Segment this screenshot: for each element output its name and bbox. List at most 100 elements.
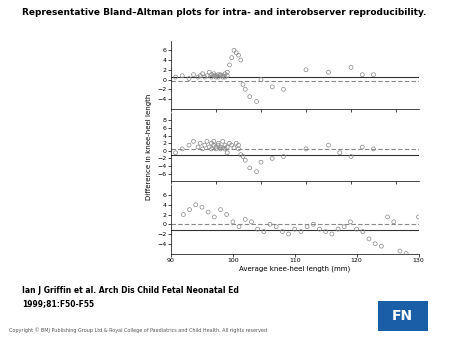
Point: [190, 72, 197, 77]
Point: [322, 229, 329, 234]
Point: [203, 139, 211, 144]
Text: FN: FN: [392, 309, 413, 323]
Point: [208, 146, 215, 152]
Point: [194, 74, 202, 80]
Point: [224, 144, 231, 150]
Point: [217, 146, 224, 152]
Point: [353, 226, 360, 232]
Point: [172, 74, 179, 80]
Point: [212, 74, 220, 80]
Point: [172, 150, 179, 155]
Point: [221, 74, 229, 80]
Point: [257, 77, 265, 82]
Point: [347, 154, 355, 159]
Point: [228, 142, 235, 148]
Point: [253, 169, 260, 174]
Point: [279, 229, 286, 234]
Point: [221, 71, 229, 76]
Point: [226, 62, 233, 68]
Point: [310, 221, 317, 227]
Point: [192, 202, 199, 208]
Point: [233, 50, 240, 55]
Point: [212, 146, 220, 152]
Point: [334, 226, 342, 232]
Point: [347, 65, 355, 70]
Point: [239, 82, 247, 87]
Point: [215, 74, 222, 80]
Point: [212, 73, 220, 78]
Point: [303, 224, 310, 230]
Text: Average knee-heel length (mm): Average knee-heel length (mm): [239, 265, 351, 272]
Point: [291, 226, 298, 232]
Point: [215, 142, 222, 148]
Point: [206, 70, 213, 75]
Point: [208, 141, 215, 146]
Point: [212, 144, 220, 150]
Point: [336, 150, 343, 155]
Point: [365, 236, 373, 242]
Point: [194, 144, 202, 150]
Point: [242, 158, 249, 163]
Point: [359, 72, 366, 77]
Point: [359, 229, 366, 234]
Point: [217, 144, 224, 150]
Point: [254, 226, 261, 232]
Point: [199, 146, 206, 152]
Point: [217, 207, 224, 212]
Point: [390, 219, 397, 224]
Point: [239, 154, 247, 159]
Point: [185, 142, 193, 148]
Point: [185, 76, 193, 81]
Point: [237, 152, 244, 157]
Point: [201, 74, 208, 80]
Point: [396, 248, 404, 254]
Point: [372, 241, 379, 246]
Point: [302, 67, 310, 73]
Point: [208, 74, 215, 80]
Point: [203, 73, 211, 78]
Point: [199, 71, 206, 76]
Point: [230, 145, 238, 150]
Point: [224, 73, 231, 78]
Point: [217, 73, 224, 78]
Point: [180, 212, 187, 217]
Point: [210, 73, 217, 78]
Point: [316, 226, 323, 232]
Point: [219, 74, 226, 80]
Point: [210, 142, 217, 148]
Point: [280, 154, 287, 159]
Point: [228, 55, 235, 60]
Point: [230, 48, 238, 53]
Text: 1999;81:F50-F55: 1999;81:F50-F55: [22, 299, 94, 308]
Point: [198, 204, 206, 210]
Point: [179, 146, 186, 152]
Point: [221, 142, 229, 148]
Point: [269, 84, 276, 90]
Point: [208, 72, 215, 77]
Point: [235, 142, 242, 148]
Point: [210, 71, 217, 76]
Text: Copyright © BMJ Publishing Group Ltd & Royal College of Paediatrics and Child He: Copyright © BMJ Publishing Group Ltd & R…: [9, 327, 267, 333]
Point: [224, 150, 231, 155]
Point: [211, 214, 218, 220]
Point: [253, 99, 260, 104]
Point: [347, 219, 354, 224]
Point: [248, 219, 255, 224]
Point: [246, 165, 253, 171]
Point: [190, 139, 197, 144]
Point: [341, 224, 348, 230]
Point: [370, 72, 377, 77]
Point: [197, 141, 204, 146]
Point: [201, 142, 208, 148]
Point: [186, 207, 193, 212]
Point: [229, 219, 237, 224]
Point: [215, 141, 222, 146]
Point: [237, 57, 244, 63]
Point: [217, 72, 224, 77]
Point: [223, 212, 230, 217]
Point: [197, 73, 204, 78]
Point: [280, 87, 287, 92]
Text: Representative Bland–Altman plots for intra- and interobserver reproducibility.: Representative Bland–Altman plots for in…: [22, 8, 427, 18]
Point: [219, 73, 226, 78]
Point: [257, 160, 265, 165]
